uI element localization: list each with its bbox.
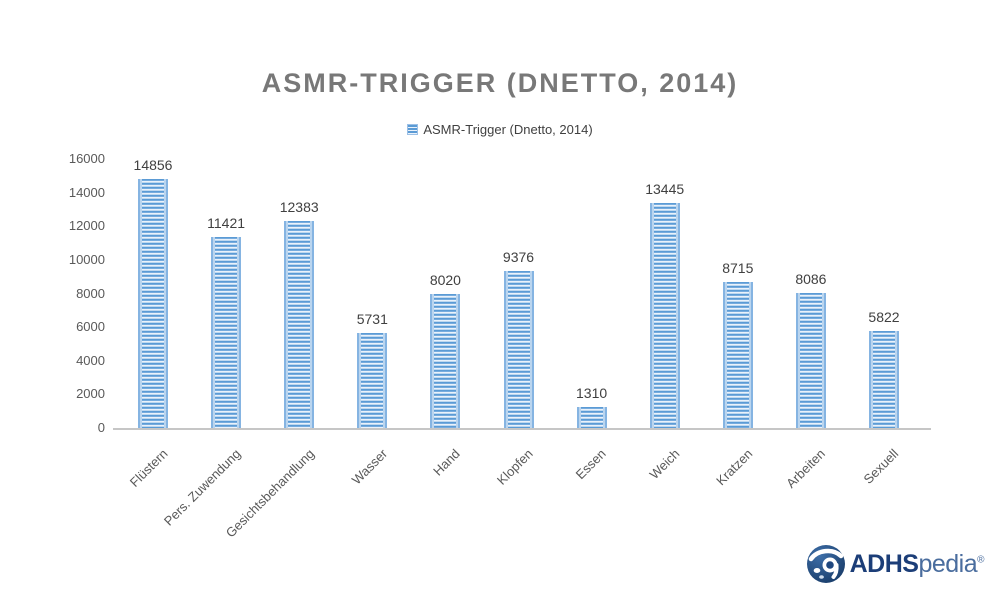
bar — [722, 282, 753, 429]
bar — [503, 271, 534, 429]
adhspedia-logo: ADHSpedia® — [806, 544, 984, 584]
bar-value-label: 9376 — [502, 249, 535, 266]
bar — [869, 331, 899, 429]
adhspedia-logo-text: ADHSpedia® — [849, 549, 985, 579]
bar — [357, 332, 388, 429]
chart-title: ASMR-TRIGGER (DNETTO, 2014) — [261, 68, 739, 98]
legend-label: ASMR-Trigger (Dnetto, 2014) — [423, 121, 593, 137]
x-category-label: Arbeiten — [783, 446, 829, 491]
y-axis-tick-label: 16000 — [68, 151, 105, 166]
bar-value-label: 8086 — [795, 271, 827, 288]
y-axis-tick-label: 14000 — [68, 184, 105, 200]
adhspedia-logo-icon — [806, 545, 845, 583]
x-category-label: Kratzen — [713, 446, 756, 489]
bar-value-label: 11421 — [207, 214, 246, 231]
bar-value-label: 1310 — [576, 384, 608, 401]
y-axis-tick-label: 2000 — [76, 386, 105, 402]
bar-value-label: 14856 — [133, 157, 173, 174]
x-category-label: Flüstern — [126, 446, 171, 490]
bar-value-label: 5822 — [868, 309, 900, 326]
bar-value-label: 13445 — [645, 180, 685, 197]
x-category-label: Hand — [430, 446, 464, 479]
legend: ASMR-Trigger (Dnetto, 2014) — [0, 120, 1000, 138]
bar-value-label: 12383 — [279, 198, 319, 215]
bar — [430, 294, 461, 429]
registered-mark: ® — [977, 554, 984, 566]
y-axis-tick-label: 8000 — [76, 285, 105, 301]
x-category-label: Klopfen — [494, 446, 537, 488]
y-axis-tick-label: 0 — [97, 420, 105, 435]
logo-text-secondary: pedia — [918, 549, 978, 578]
logo-text-primary: ADHS — [849, 549, 919, 578]
legend-marker-icon — [407, 123, 419, 135]
bar — [795, 293, 826, 429]
bar-value-label: 5731 — [356, 310, 388, 327]
y-axis-tick-label: 4000 — [76, 352, 105, 368]
x-category-label: Sexuell — [860, 446, 902, 487]
y-axis-tick-label: 10000 — [68, 251, 105, 267]
bar — [138, 179, 168, 429]
y-axis-tick-label: 6000 — [76, 319, 105, 335]
x-category-label: Essen — [573, 446, 610, 483]
x-category-label: Weich — [646, 446, 683, 482]
y-axis-tick-label: 12000 — [68, 218, 105, 234]
x-category-label: Pers. Zuwendung — [161, 446, 244, 529]
bar — [284, 220, 315, 429]
bar-value-label: 8020 — [429, 272, 461, 289]
x-category-label: Wasser — [348, 446, 390, 488]
bar — [211, 236, 242, 429]
bar-value-label: 8715 — [722, 260, 754, 277]
x-axis-line — [113, 428, 931, 430]
bar — [649, 202, 680, 429]
bar — [576, 406, 607, 429]
